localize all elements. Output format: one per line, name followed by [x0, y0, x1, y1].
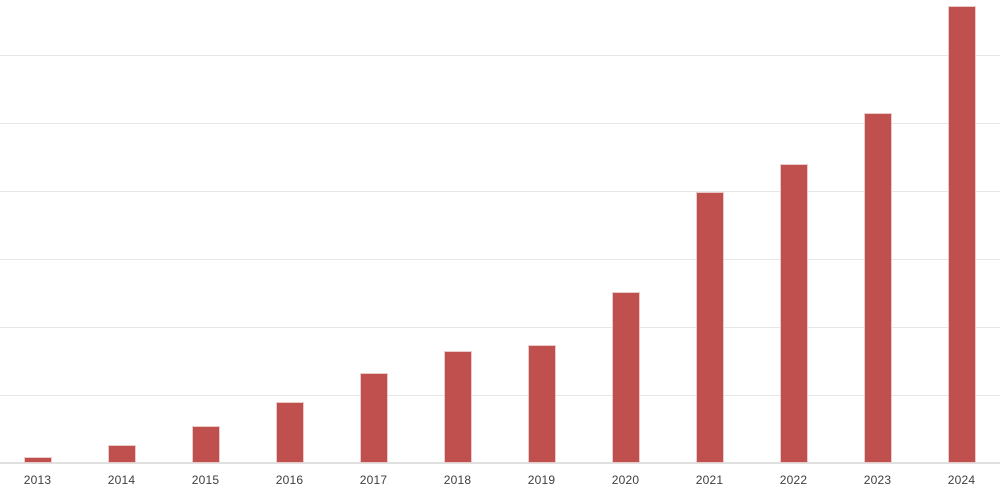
x-axis-label-2013: 2013: [23, 473, 52, 487]
bar-2024: [947, 6, 976, 463]
x-axis-label-2024: 2024: [947, 473, 976, 487]
bar-2023: [863, 113, 892, 463]
bar-2013: [23, 457, 52, 463]
horizontal-gridline: [0, 327, 1000, 328]
x-axis-label-2020: 2020: [611, 473, 640, 487]
horizontal-gridline: [0, 191, 1000, 192]
bar-2015: [191, 426, 220, 463]
x-axis-line: [0, 462, 1000, 464]
bar-2021: [695, 192, 724, 463]
horizontal-gridline: [0, 55, 1000, 56]
x-axis-label-2021: 2021: [695, 473, 724, 487]
bar-2019: [527, 345, 556, 463]
bar-2017: [359, 373, 388, 463]
bar-2020: [611, 292, 640, 463]
x-axis-label-2017: 2017: [359, 473, 388, 487]
bar-2022: [779, 164, 808, 463]
horizontal-gridline: [0, 123, 1000, 124]
x-axis-label-2022: 2022: [779, 473, 808, 487]
horizontal-gridline: [0, 395, 1000, 396]
x-axis-label-2018: 2018: [443, 473, 472, 487]
bar-2018: [443, 351, 472, 463]
x-axis-label-2015: 2015: [191, 473, 220, 487]
x-axis-label-2016: 2016: [275, 473, 304, 487]
horizontal-gridline: [0, 259, 1000, 260]
x-axis-label-2023: 2023: [863, 473, 892, 487]
bar-2016: [275, 402, 304, 463]
x-axis-label-2014: 2014: [107, 473, 136, 487]
bar-2014: [107, 445, 136, 463]
x-axis-label-2019: 2019: [527, 473, 556, 487]
